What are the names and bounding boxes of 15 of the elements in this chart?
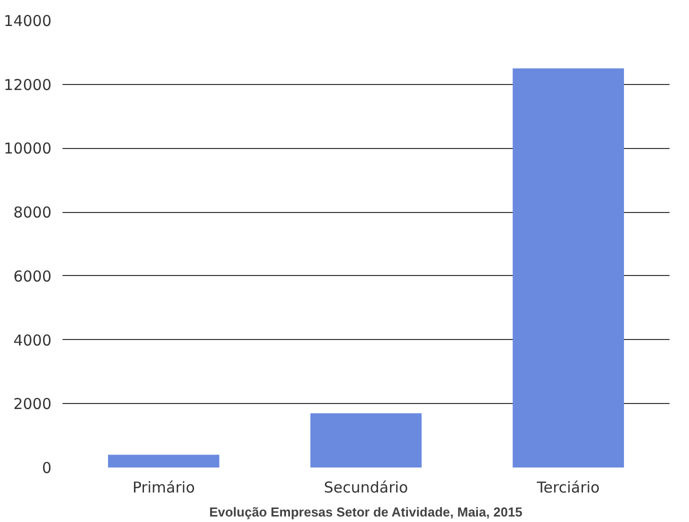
y-tick-label: 10000 (4, 140, 52, 158)
x-axis-title: Evolução Empresas Setor de Atividade, Maia, 2015 (209, 504, 522, 520)
x-tick-label: Primário (132, 478, 195, 496)
y-tick-label: 4000 (13, 331, 52, 350)
x-tick-label: Terciário (536, 478, 600, 496)
y-tick-label: 12000 (4, 76, 52, 94)
y-tick-label: 2000 (13, 395, 52, 414)
x-tick-label: Secundário (324, 478, 408, 496)
bar (512, 68, 624, 468)
y-tick-label: 6000 (13, 267, 52, 286)
bar (108, 454, 220, 468)
bar (310, 413, 422, 468)
y-tick-label: 0 (42, 459, 52, 477)
y-tick-label: 8000 (13, 204, 52, 222)
y-tick-label: 14000 (4, 12, 52, 30)
